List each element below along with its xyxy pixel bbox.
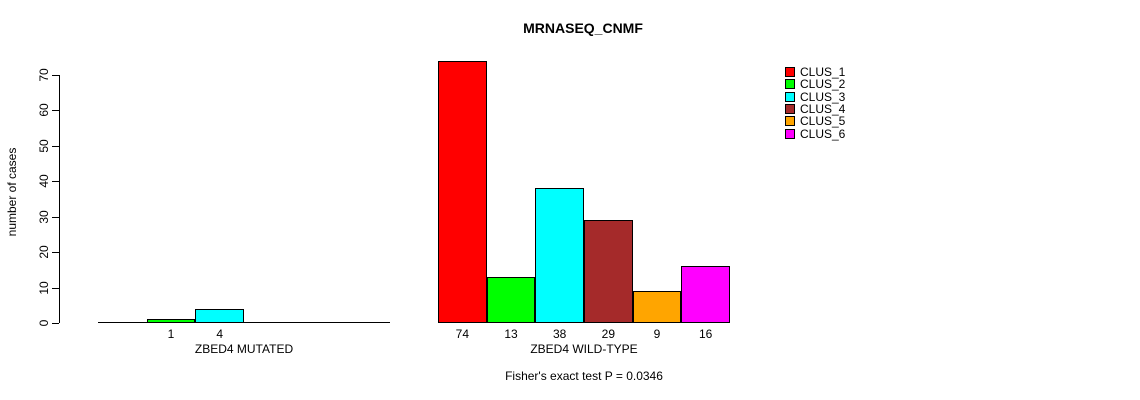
group-axis-label: ZBED4 MUTATED <box>194 342 294 356</box>
fisher-test-note: Fisher's exact test P = 0.0346 <box>505 369 663 383</box>
legend-item-label: CLUS_5 <box>800 114 846 129</box>
legend-swatch <box>785 91 795 102</box>
y-tick-label: 0 <box>37 319 51 327</box>
bar-value-label: 13 <box>504 327 518 341</box>
group-axis-label: ZBED4 WILD-TYPE <box>530 342 638 356</box>
legend-swatch <box>785 103 795 114</box>
bar-value-label: 29 <box>601 327 616 341</box>
y-tick <box>52 252 59 253</box>
chart-title: MRNASEQ_CNMF <box>523 20 643 36</box>
bar <box>633 291 681 323</box>
y-tick-label: 70 <box>37 68 51 82</box>
legend-item-label: CLUS_3 <box>800 89 846 104</box>
bar-value-label: 74 <box>455 327 470 341</box>
bar-value-label: 16 <box>698 327 713 341</box>
y-tick-label: 10 <box>37 281 51 295</box>
bar <box>681 266 730 323</box>
y-tick <box>52 110 59 111</box>
legend-item-label: CLUS_4 <box>800 101 846 116</box>
y-tick <box>52 288 59 289</box>
bar-value-label: 38 <box>552 327 567 341</box>
y-tick-label: 20 <box>37 245 51 259</box>
y-axis-label: number of cases <box>5 147 19 237</box>
bar <box>147 319 195 323</box>
bar <box>438 61 487 323</box>
y-axis-line <box>59 75 60 323</box>
y-tick-label: 40 <box>37 174 51 188</box>
legend-swatch <box>785 116 795 127</box>
y-tick <box>52 323 59 324</box>
legend-item-label: CLUS_2 <box>800 77 846 92</box>
legend-swatch <box>785 67 795 77</box>
y-tick <box>52 181 59 182</box>
bar-value-label: 1 <box>167 327 175 341</box>
bar <box>195 309 244 323</box>
y-tick <box>52 217 59 218</box>
y-tick <box>52 146 59 147</box>
bar <box>535 188 584 323</box>
bar <box>584 220 633 323</box>
bar-value-label: 9 <box>653 327 661 341</box>
legend-item-label: CLUS_1 <box>800 65 846 79</box>
legend-swatch <box>785 128 795 139</box>
bar-value-label: 4 <box>216 327 223 341</box>
y-tick <box>52 75 59 76</box>
y-tick-label: 60 <box>37 103 51 117</box>
y-tick-label: 50 <box>37 139 51 153</box>
bar <box>487 277 535 323</box>
x-axis-line <box>98 322 390 323</box>
legend-item-label: CLUS_6 <box>800 126 846 141</box>
legend-swatch <box>785 79 795 90</box>
y-tick-label: 30 <box>37 210 51 224</box>
